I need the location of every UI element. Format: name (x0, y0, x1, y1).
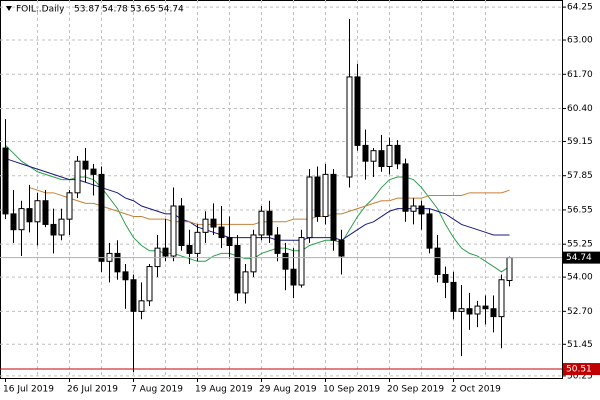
candle-body (186, 245, 193, 254)
candle-body (42, 200, 49, 225)
candle-body (274, 234, 281, 254)
candle-body (82, 160, 89, 170)
candle-body (354, 76, 361, 146)
candle-body (50, 223, 57, 236)
ohlc-close: 54.74 (158, 5, 184, 15)
x-tick-label: 29 Aug 2019 (259, 385, 317, 395)
x-tick-label: 2 Oct 2019 (451, 385, 501, 395)
y-tick-label: 50.25 (567, 371, 593, 381)
candle-body (138, 300, 145, 312)
candle-body (18, 208, 25, 231)
x-tick-label: 10 Sep 2019 (323, 385, 380, 395)
candle-body (178, 205, 185, 247)
y-tick-label: 52.70 (567, 307, 593, 317)
ma-line (5, 158, 510, 241)
candle-body (146, 266, 153, 302)
candle-body (362, 144, 369, 162)
candle-body (266, 210, 273, 236)
candle-body (130, 279, 137, 312)
plot-frame (0, 0, 563, 379)
candle-body (338, 239, 345, 257)
candle-body (98, 173, 105, 262)
y-tick-label: 60.40 (567, 104, 593, 114)
candle-body (306, 176, 313, 239)
y-tick-label: 57.85 (567, 171, 593, 181)
candle-body (298, 237, 305, 286)
candle-body (210, 218, 217, 228)
candle-body (250, 234, 257, 273)
candle-body (34, 200, 41, 223)
price-label: 50.51 (566, 365, 592, 375)
candle-body (114, 252, 121, 273)
candle-body (498, 279, 505, 318)
candle-body (450, 281, 457, 312)
y-tick-label: 61.70 (567, 70, 593, 80)
y-tick-label: 59.15 (567, 137, 593, 147)
candle-body (394, 144, 401, 165)
candle-body (322, 173, 329, 218)
candle-body (490, 308, 497, 318)
y-tick-label: 55.25 (567, 240, 593, 250)
symbol: FOIL..Daily (16, 5, 65, 15)
price-label: 54.74 (566, 253, 592, 263)
candle-body (474, 305, 481, 315)
candle-body (378, 150, 385, 167)
candle-body (434, 247, 441, 275)
price-box (563, 251, 600, 264)
x-tick-label: 26 Jul 2019 (67, 385, 118, 395)
candle-body (10, 213, 17, 231)
ohlc-low: 53.65 (130, 5, 156, 15)
ma-line (5, 145, 510, 273)
x-tick-label: 20 Sep 2019 (387, 385, 444, 395)
candle-body (242, 271, 249, 294)
candle-body (314, 176, 321, 218)
candle-body (194, 231, 201, 254)
ohlc-open: 53.87 (74, 5, 100, 15)
candle-body (290, 268, 297, 286)
candle-body (170, 205, 177, 257)
candle-body (426, 213, 433, 249)
candle-body (402, 163, 409, 212)
y-tick-label: 51.45 (567, 340, 593, 350)
y-tick-label: 64.25 (567, 3, 593, 13)
candle-body (66, 192, 73, 220)
candle-body (122, 271, 129, 281)
candle-body (410, 205, 417, 212)
candle-body (218, 226, 225, 239)
candle-body (458, 308, 465, 312)
candle-body (506, 257, 513, 282)
candle-body (466, 308, 473, 315)
candle-body (418, 205, 425, 215)
x-tick-label: 16 Jul 2019 (3, 385, 54, 395)
y-tick-label: 63.00 (567, 36, 593, 46)
marks (0, 18, 562, 372)
candle-body (74, 160, 81, 194)
candle-body (258, 210, 265, 236)
candle-body (162, 247, 169, 257)
candle-body (202, 218, 209, 233)
y-tick-label: 54.00 (567, 273, 593, 283)
price-box (563, 363, 600, 376)
ohlc-high: 54.78 (102, 5, 128, 15)
menu-triangle (6, 6, 12, 11)
candle-body (26, 208, 33, 223)
candle-body (90, 168, 97, 175)
y-tick-label: 56.55 (567, 205, 593, 215)
candle-body (234, 245, 241, 294)
candle-body (226, 237, 233, 247)
x-tick-label: 19 Aug 2019 (195, 385, 253, 395)
candle-body (370, 150, 377, 162)
candle-body (58, 218, 65, 236)
candle-body (442, 273, 449, 283)
candle-body (2, 147, 9, 215)
candle-body (386, 144, 393, 167)
candle-body (330, 173, 337, 241)
x-tick-label: 7 Aug 2019 (131, 385, 183, 395)
candle-body (482, 305, 489, 310)
candle-body (282, 252, 289, 270)
candle-body (346, 76, 353, 178)
